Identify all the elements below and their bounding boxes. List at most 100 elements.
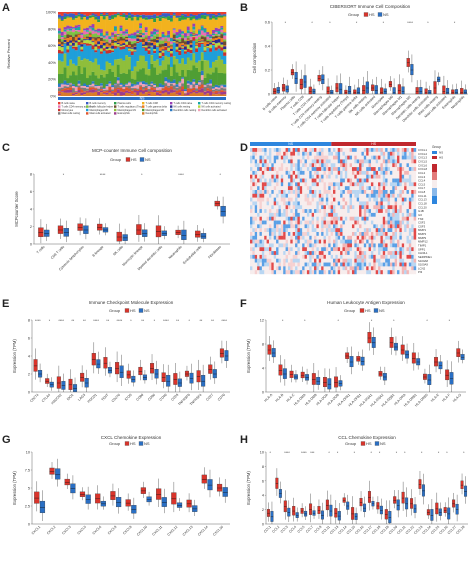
stack-segment <box>111 87 114 89</box>
box-ns-g <box>208 479 213 490</box>
heatmap-cell <box>376 198 379 202</box>
box-ns-e <box>96 360 100 368</box>
x-tick-label-f: HLA-E <box>430 392 440 402</box>
heatmap-cell <box>250 217 253 221</box>
heatmap-cell <box>307 201 310 205</box>
heatmap-cell <box>271 270 274 274</box>
stack-segment <box>111 15 114 16</box>
box-ns-h <box>321 511 324 520</box>
heatmap-cell <box>373 163 376 167</box>
heatmap-cell <box>378 163 381 167</box>
stack-segment <box>156 87 159 90</box>
heatmap-cell <box>293 159 296 163</box>
heatmap-cell <box>316 251 319 255</box>
heatmap-cell <box>409 240 412 244</box>
heatmap-cell <box>340 156 343 160</box>
heatmap-cell <box>354 217 357 221</box>
heatmap-cell <box>373 255 376 259</box>
heatmap-cell <box>347 163 350 167</box>
heatmap-cell <box>369 163 372 167</box>
box-hs-e <box>139 367 143 375</box>
heatmap-cell <box>255 148 258 152</box>
box-ns-b <box>419 87 422 94</box>
legend-label-c: HS <box>131 157 137 162</box>
heatmap-cell <box>264 179 267 183</box>
stack-segment <box>150 15 153 17</box>
heatmap-cell <box>409 247 412 251</box>
stack-segment <box>103 35 106 36</box>
heatmap-cell <box>288 247 291 251</box>
stack-segment <box>195 93 198 96</box>
box-hs-g <box>141 488 146 494</box>
heatmap-cell <box>305 213 308 217</box>
heatmap-cell <box>385 159 388 163</box>
heatmap-cell <box>300 243 303 247</box>
stack-segment <box>106 47 109 49</box>
heatmap-cell <box>352 224 355 228</box>
heatmap-cell <box>326 179 329 183</box>
heatmap-cell <box>407 217 410 221</box>
heatmap-cell <box>255 259 258 263</box>
heatmap-cell <box>286 259 289 263</box>
heatmap-cell <box>328 236 331 240</box>
stack-segment <box>128 69 131 81</box>
heatmap-cell <box>383 152 386 156</box>
heatmap-cell <box>404 179 407 183</box>
stack-segment <box>145 17 148 20</box>
stack-segment <box>89 90 92 92</box>
heatmap-cell <box>314 263 317 267</box>
heatmap-cell <box>347 205 350 209</box>
stack-segment <box>128 51 131 57</box>
stack-segment <box>192 19 195 24</box>
heatmap-cell <box>399 156 402 160</box>
stack-segment <box>108 16 111 19</box>
heatmap-cell <box>411 179 414 183</box>
heatmap-cell <box>326 240 329 244</box>
stack-segment <box>215 67 218 85</box>
heatmap-cell <box>319 152 322 156</box>
heatmap-cell <box>264 205 267 209</box>
stack-segment <box>184 40 187 41</box>
heatmap-cell <box>309 171 312 175</box>
stack-segment <box>92 39 95 42</box>
stack-segment <box>128 42 131 45</box>
heatmap-cell <box>293 247 296 251</box>
stack-segment <box>92 41 95 42</box>
stack-segment <box>128 88 131 91</box>
heatmap-cell <box>271 175 274 179</box>
stack-segment <box>220 73 223 85</box>
heatmap-cell <box>376 205 379 209</box>
stack-segment <box>150 40 153 42</box>
stack-segment <box>162 47 165 50</box>
heatmap-cell <box>288 221 291 225</box>
heatmap-cell <box>361 266 364 270</box>
heatmap-cell <box>276 243 279 247</box>
stack-segment <box>139 55 142 69</box>
heatmap-cell <box>259 159 262 163</box>
stack-segment <box>176 88 179 91</box>
heatmap-cell <box>369 209 372 213</box>
box-ns-b <box>339 83 342 94</box>
heatmap-cell <box>369 247 372 251</box>
heatmap-cell <box>331 209 334 213</box>
heatmap-cell <box>338 221 341 225</box>
heatmap-cell <box>388 148 391 152</box>
stack-segment <box>78 87 81 90</box>
heatmap-cell <box>259 228 262 232</box>
heatmap-cell <box>350 201 353 205</box>
heatmap-cell <box>388 247 391 251</box>
significance-mark-e: ** <box>71 319 74 323</box>
heatmap-cell <box>297 224 300 228</box>
stack-segment <box>61 37 64 39</box>
heatmap-cell <box>380 232 383 236</box>
heatmap-cell <box>302 205 305 209</box>
heatmap-cell <box>283 236 286 240</box>
stack-segment <box>198 37 201 39</box>
heatmap-cell <box>331 186 334 190</box>
heatmap-cell <box>376 266 379 270</box>
heatmap-cell <box>383 255 386 259</box>
heatmap-cell <box>390 163 393 167</box>
heatmap-cell <box>390 179 393 183</box>
heatmap-cell <box>281 255 284 259</box>
heatmap-cell <box>312 186 315 190</box>
